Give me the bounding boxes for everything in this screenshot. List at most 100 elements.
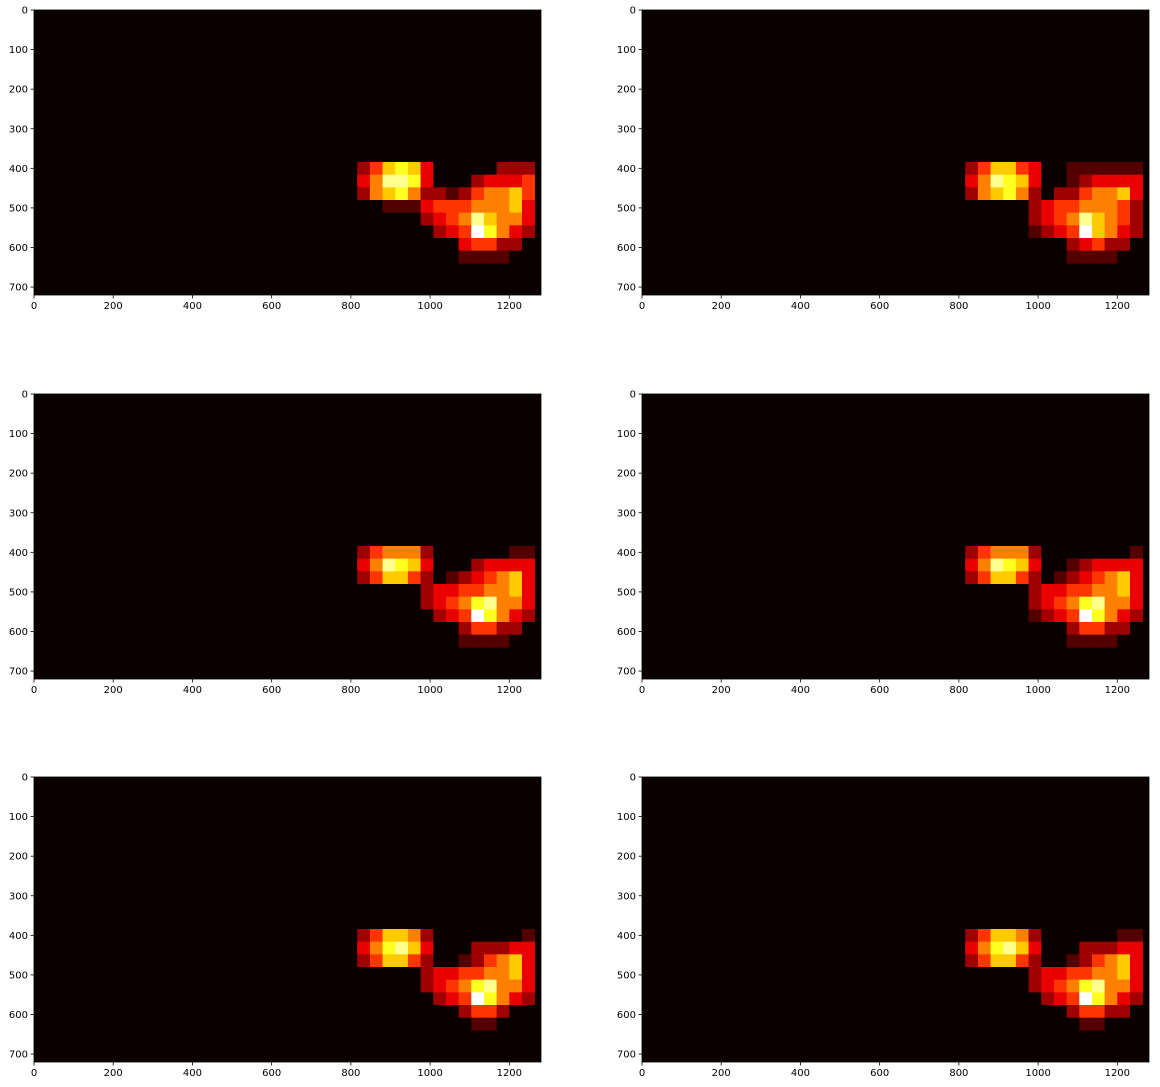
- heat-cell: [433, 954, 447, 968]
- heat-cell: [1041, 571, 1055, 585]
- heat-cell: [445, 609, 459, 623]
- heat-cell: [509, 954, 523, 968]
- heat-cell: [369, 238, 383, 251]
- heat-cell: [1104, 609, 1118, 623]
- heat-cell: [369, 212, 383, 226]
- heat-cell: [1129, 1005, 1143, 1018]
- heat-cell: [1041, 609, 1055, 623]
- heat-cell: [1028, 596, 1042, 610]
- heat-cell: [433, 609, 447, 623]
- heat-cell: [471, 558, 485, 572]
- x-tick-label: 400: [183, 301, 202, 312]
- heat-cell: [1015, 992, 1029, 1006]
- heat-cell: [977, 212, 991, 226]
- heat-cell: [1104, 622, 1118, 635]
- heat-cell: [382, 250, 396, 264]
- x-tick-label: 1200: [1105, 685, 1130, 696]
- heat-cell: [357, 979, 371, 993]
- heat-cell: [1091, 162, 1105, 175]
- heat-cell: [382, 929, 396, 942]
- heat-cell: [509, 571, 523, 585]
- heat-cell: [521, 584, 535, 597]
- heat-cell: [483, 967, 497, 980]
- x-tick-label: 0: [639, 301, 645, 312]
- heat-cell: [471, 162, 485, 175]
- heat-cell: [965, 992, 979, 1006]
- heat-cell: [458, 238, 472, 251]
- heat-cell: [483, 250, 497, 264]
- heat-cell: [1053, 622, 1067, 635]
- heat-cell: [445, 558, 459, 572]
- y-tick-label: 700: [617, 283, 636, 294]
- y-tick-label: 600: [617, 627, 636, 638]
- heat-cell: [471, 992, 485, 1006]
- heat-cell: [1129, 634, 1143, 648]
- heat-cell: [369, 609, 383, 623]
- heat-cell: [1003, 941, 1017, 955]
- heat-cell: [990, 1005, 1004, 1018]
- heat-cell: [1091, 238, 1105, 251]
- heat-cell: [990, 571, 1004, 585]
- x-tick-label: 200: [104, 301, 123, 312]
- heat-cell: [1053, 941, 1067, 955]
- heat-cell: [369, 250, 383, 264]
- heat-cell: [990, 225, 1004, 239]
- heat-cell: [407, 200, 421, 213]
- heat-cell: [382, 941, 396, 955]
- heat-cell: [965, 174, 979, 188]
- heat-cell: [1117, 250, 1131, 264]
- heat-cell: [1079, 979, 1093, 993]
- heat-cell: [1041, 622, 1055, 635]
- heat-cell: [357, 596, 371, 610]
- heat-cell: [1028, 558, 1042, 572]
- heat-cell: [1003, 546, 1017, 559]
- heat-cell: [445, 992, 459, 1006]
- heat-cell: [483, 954, 497, 968]
- heat-cell: [407, 225, 421, 239]
- heat-cell: [1003, 992, 1017, 1006]
- heat-cell: [965, 187, 979, 201]
- heat-cell: [458, 992, 472, 1006]
- heat-cell: [1066, 954, 1080, 968]
- heat-cell: [509, 992, 523, 1006]
- heat-cell: [1053, 162, 1067, 175]
- heat-cell: [1028, 212, 1042, 226]
- heat-cell: [445, 546, 459, 559]
- y-tick-label: 600: [9, 627, 28, 638]
- y-tick-label: 700: [617, 1050, 636, 1061]
- heat-cell: [483, 162, 497, 175]
- heat-cell: [965, 162, 979, 175]
- heat-cell: [990, 609, 1004, 623]
- x-tick-label: 1000: [1025, 301, 1050, 312]
- heat-cell: [965, 967, 979, 980]
- heat-cell: [990, 992, 1004, 1006]
- heat-cell: [521, 250, 535, 264]
- heat-cell: [496, 212, 510, 226]
- heat-cell: [1041, 546, 1055, 559]
- heat-cell: [1129, 225, 1143, 239]
- heat-cell: [1028, 967, 1042, 980]
- axes-frame: [641, 9, 1150, 296]
- heat-cell: [420, 187, 434, 201]
- heat-cell: [1015, 162, 1029, 175]
- heat-cell: [433, 941, 447, 955]
- heat-cell: [990, 979, 1004, 993]
- heat-cell: [1117, 979, 1131, 993]
- heat-cell: [509, 212, 523, 226]
- heat-cell: [1117, 992, 1131, 1006]
- heat-cell: [1129, 162, 1143, 175]
- heat-cell: [407, 967, 421, 980]
- x-tick-label: 200: [712, 685, 731, 696]
- heat-cell: [1041, 250, 1055, 264]
- heat-cell: [1091, 979, 1105, 993]
- heat-cell: [1053, 571, 1067, 585]
- heat-cell: [357, 546, 371, 559]
- heat-cell: [1028, 1005, 1042, 1018]
- heat-cell: [521, 571, 535, 585]
- heat-cell: [395, 238, 409, 251]
- heat-cell: [496, 250, 510, 264]
- heat-cell: [1091, 546, 1105, 559]
- heat-cell: [509, 979, 523, 993]
- heat-cell: [1003, 596, 1017, 610]
- heat-cell: [965, 941, 979, 955]
